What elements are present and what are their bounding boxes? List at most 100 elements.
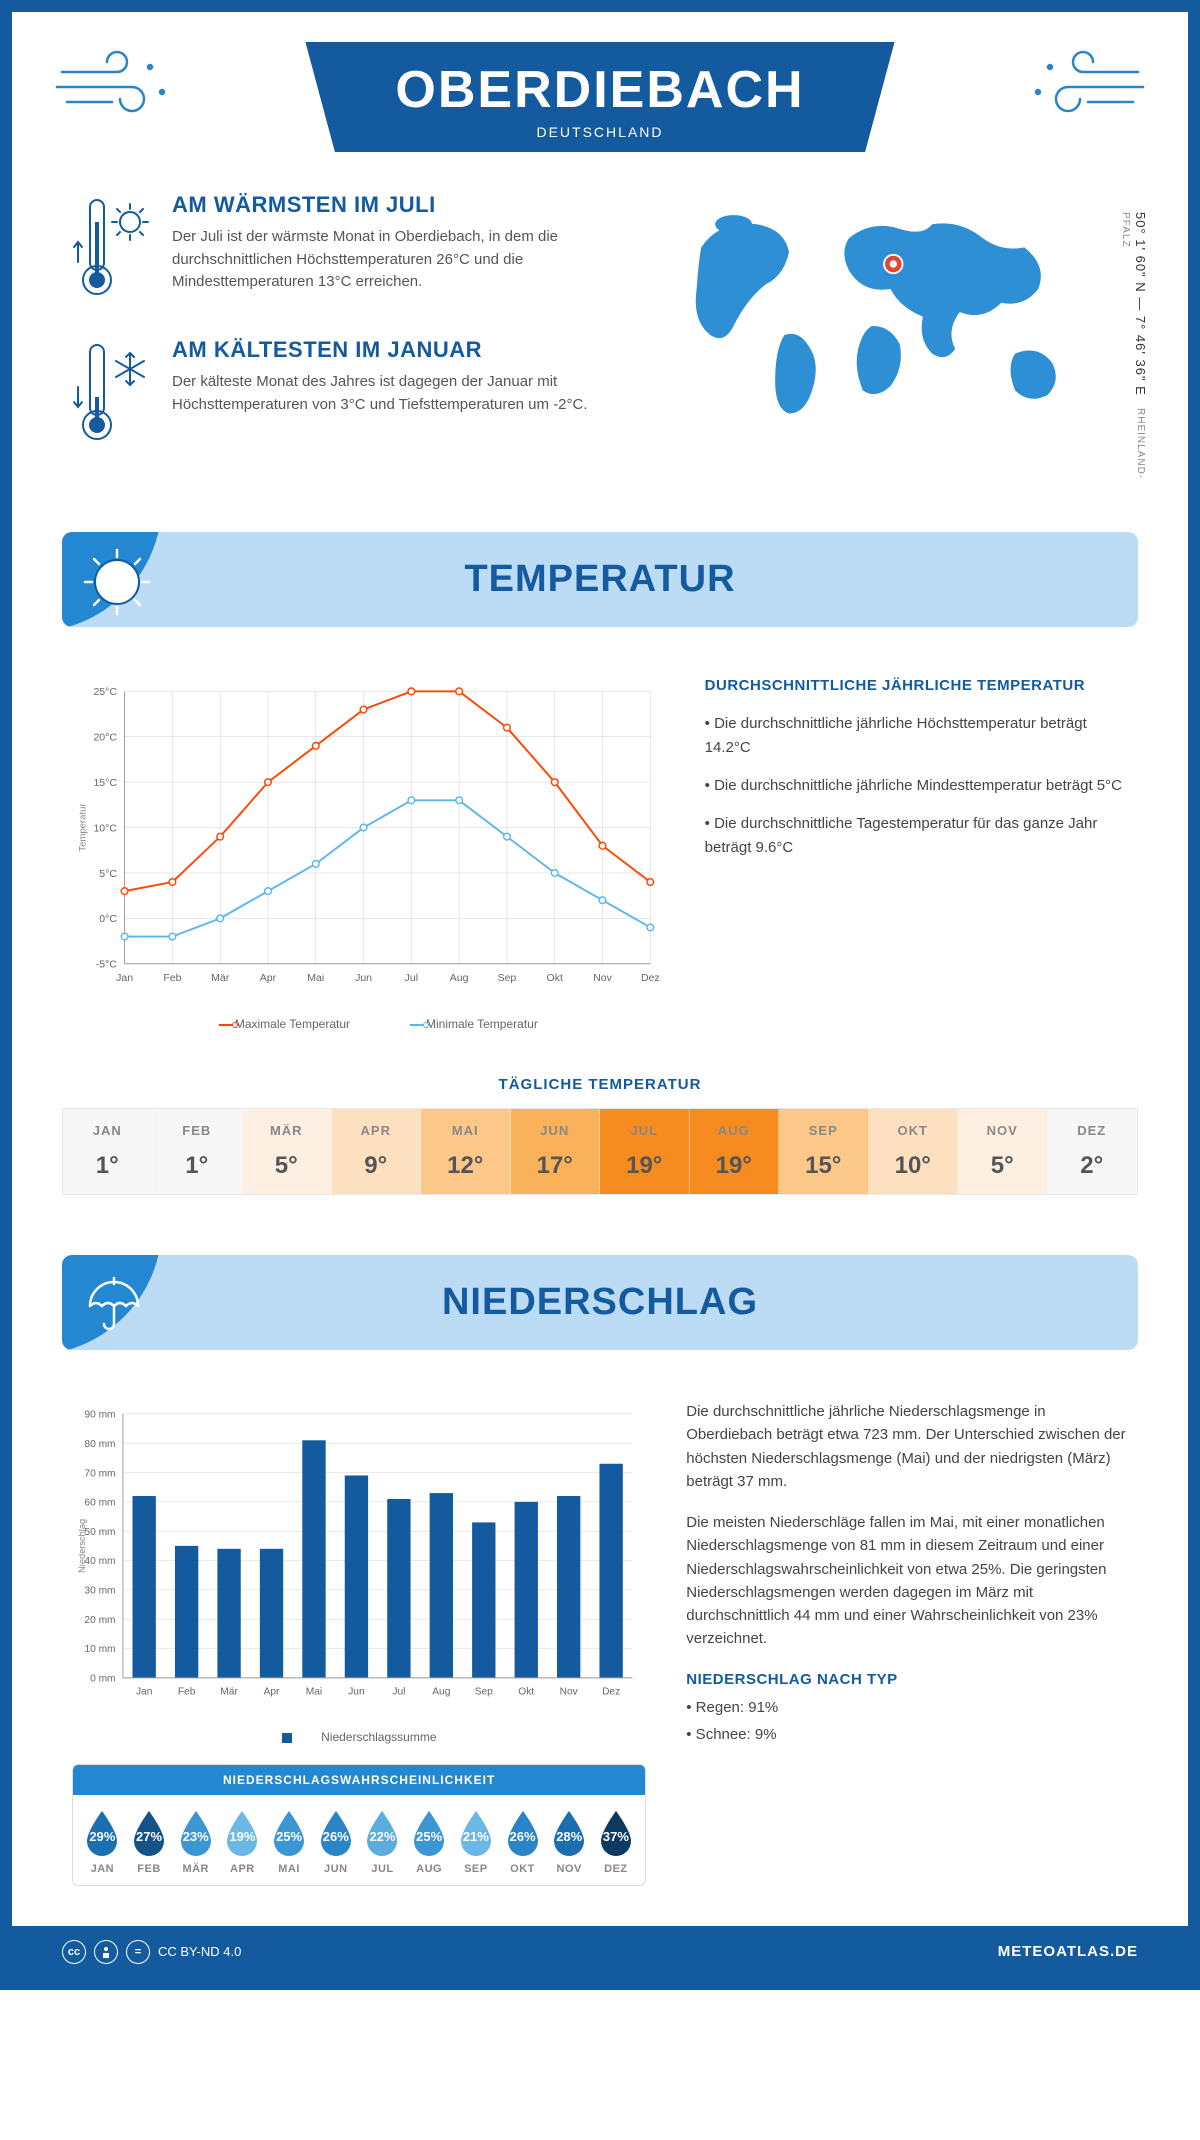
svg-text:Feb: Feb bbox=[163, 972, 181, 984]
infographic-frame: OBERDIEBACH DEUTSCHLAND AM WÄRMSTEN IM J… bbox=[0, 0, 1200, 1990]
probability-cell: 19%APR bbox=[221, 1809, 264, 1875]
daily-temp-cell: NOV5° bbox=[958, 1109, 1048, 1194]
intro-section: AM WÄRMSTEN IM JULI Der Juli ist der wär… bbox=[12, 152, 1188, 512]
svg-text:Jul: Jul bbox=[392, 1687, 405, 1698]
svg-text:Apr: Apr bbox=[260, 972, 277, 984]
svg-text:Dez: Dez bbox=[641, 972, 660, 984]
summary-bullet: • Die durchschnittliche Tagestemperatur … bbox=[705, 812, 1128, 860]
thermometer-hot-icon bbox=[72, 192, 152, 307]
svg-text:80 mm: 80 mm bbox=[84, 1439, 115, 1450]
header: OBERDIEBACH DEUTSCHLAND bbox=[12, 12, 1188, 152]
svg-text:Mai: Mai bbox=[306, 1687, 322, 1698]
svg-text:10 mm: 10 mm bbox=[84, 1644, 115, 1655]
svg-text:50 mm: 50 mm bbox=[84, 1527, 115, 1538]
svg-text:Jan: Jan bbox=[136, 1687, 152, 1698]
daily-temp-cell: JAN1° bbox=[63, 1109, 153, 1194]
svg-text:Jun: Jun bbox=[355, 972, 372, 984]
svg-text:20°C: 20°C bbox=[93, 732, 117, 744]
fact-title: AM WÄRMSTEN IM JULI bbox=[172, 192, 604, 218]
svg-text:Okt: Okt bbox=[518, 1687, 534, 1698]
license: cc = CC BY-ND 4.0 bbox=[62, 1940, 241, 1964]
svg-text:Jul: Jul bbox=[405, 972, 418, 984]
bytype-item: • Regen: 91% bbox=[686, 1696, 1128, 1719]
fact-title: AM KÄLTESTEN IM JANUAR bbox=[172, 337, 604, 363]
svg-text:90 mm: 90 mm bbox=[84, 1410, 115, 1421]
svg-text:Jun: Jun bbox=[348, 1687, 364, 1698]
svg-text:Okt: Okt bbox=[547, 972, 563, 984]
precipitation-bar-chart: 0 mm10 mm20 mm30 mm40 mm50 mm60 mm70 mm8… bbox=[72, 1400, 646, 1715]
svg-text:Jan: Jan bbox=[116, 972, 133, 984]
cc-icon: cc bbox=[62, 1940, 86, 1964]
chart-legend: Maximale Temperatur Minimale Temperatur bbox=[72, 1017, 665, 1031]
coordinates: 50° 1' 60" N — 7° 46' 36" E RHEINLAND-PF… bbox=[1118, 212, 1148, 482]
probability-cell: 21%SEP bbox=[455, 1809, 498, 1875]
daily-temp-grid: JAN1°FEB1°MÄR5°APR9°MAI12°JUN17°JUL19°AU… bbox=[62, 1108, 1138, 1195]
probability-cell: 29%JAN bbox=[81, 1809, 124, 1875]
svg-text:Dez: Dez bbox=[602, 1687, 620, 1698]
daily-temp-cell: OKT10° bbox=[869, 1109, 959, 1194]
thermometer-cold-icon bbox=[72, 337, 152, 452]
world-map-icon bbox=[644, 192, 1128, 432]
probability-cell: 26%OKT bbox=[501, 1809, 544, 1875]
wind-icon bbox=[1018, 47, 1148, 132]
daily-temp-cell: APR9° bbox=[332, 1109, 422, 1194]
svg-text:0 mm: 0 mm bbox=[90, 1674, 115, 1685]
probability-cell: 22%JUL bbox=[361, 1809, 404, 1875]
license-text: CC BY-ND 4.0 bbox=[158, 1944, 241, 1959]
fact-text: Der kälteste Monat des Jahres ist dagege… bbox=[172, 371, 604, 416]
fact-coldest: AM KÄLTESTEN IM JANUAR Der kälteste Mona… bbox=[72, 337, 604, 452]
site-name: METEOATLAS.DE bbox=[998, 1943, 1138, 1960]
svg-text:Nov: Nov bbox=[560, 1687, 579, 1698]
svg-text:20 mm: 20 mm bbox=[84, 1615, 115, 1626]
probability-cell: 25%MAI bbox=[268, 1809, 311, 1875]
svg-text:Feb: Feb bbox=[178, 1687, 196, 1698]
bytype-item: • Schnee: 9% bbox=[686, 1723, 1128, 1746]
probability-cell: 23%MÄR bbox=[174, 1809, 217, 1875]
daily-temp-cell: DEZ2° bbox=[1048, 1109, 1138, 1194]
svg-text:30 mm: 30 mm bbox=[84, 1586, 115, 1597]
country-name: DEUTSCHLAND bbox=[395, 124, 804, 140]
chart-legend: Niederschlagssumme bbox=[72, 1730, 646, 1744]
sun-icon bbox=[82, 547, 152, 622]
probability-cell: 27%FEB bbox=[128, 1809, 171, 1875]
daily-temp-cell: MÄR5° bbox=[242, 1109, 332, 1194]
umbrella-icon bbox=[82, 1270, 147, 1340]
fact-text: Der Juli ist der wärmste Monat in Oberdi… bbox=[172, 226, 604, 294]
probability-cell: 28%NOV bbox=[548, 1809, 591, 1875]
svg-text:Mär: Mär bbox=[220, 1687, 238, 1698]
footer: cc = CC BY-ND 4.0 METEOATLAS.DE bbox=[12, 1926, 1188, 1978]
precip-paragraph: Die meisten Niederschläge fallen im Mai,… bbox=[686, 1511, 1128, 1651]
daily-temp-cell: MAI12° bbox=[421, 1109, 511, 1194]
summary-title: DURCHSCHNITTLICHE JÄHRLICHE TEMPERATUR bbox=[705, 677, 1128, 694]
svg-text:10°C: 10°C bbox=[93, 822, 117, 834]
fact-warmest: AM WÄRMSTEN IM JULI Der Juli ist der wär… bbox=[72, 192, 604, 307]
svg-text:60 mm: 60 mm bbox=[84, 1498, 115, 1509]
probability-cell: 37%DEZ bbox=[595, 1809, 638, 1875]
svg-text:5°C: 5°C bbox=[99, 868, 117, 880]
section-header-temperature: TEMPERATUR bbox=[62, 532, 1138, 627]
probability-cell: 26%JUN bbox=[314, 1809, 357, 1875]
svg-text:Aug: Aug bbox=[450, 972, 469, 984]
daily-temp-cell: JUN17° bbox=[511, 1109, 601, 1194]
probability-cell: 25%AUG bbox=[408, 1809, 451, 1875]
section-title: NIEDERSCHLAG bbox=[442, 1281, 758, 1324]
wind-icon bbox=[52, 47, 182, 132]
svg-text:15°C: 15°C bbox=[93, 777, 117, 789]
precip-paragraph: Die durchschnittliche jährliche Niedersc… bbox=[686, 1400, 1128, 1493]
summary-bullet: • Die durchschnittliche jährliche Höchst… bbox=[705, 712, 1128, 760]
svg-text:Apr: Apr bbox=[264, 1687, 280, 1698]
summary-bullet: • Die durchschnittliche jährliche Mindes… bbox=[705, 774, 1128, 798]
svg-text:25°C: 25°C bbox=[93, 686, 117, 698]
nd-icon: = bbox=[126, 1940, 150, 1964]
svg-text:-5°C: -5°C bbox=[96, 959, 118, 971]
section-title: TEMPERATUR bbox=[464, 558, 735, 601]
precipitation-text: Die durchschnittliche jährliche Niedersc… bbox=[686, 1400, 1128, 1886]
by-icon bbox=[94, 1940, 118, 1964]
svg-text:70 mm: 70 mm bbox=[84, 1468, 115, 1479]
temperature-summary: DURCHSCHNITTLICHE JÄHRLICHE TEMPERATUR •… bbox=[705, 677, 1128, 1031]
svg-text:Mär: Mär bbox=[211, 972, 230, 984]
svg-text:Temperatur: Temperatur bbox=[77, 803, 88, 852]
bytype-title: NIEDERSCHLAG NACH TYP bbox=[686, 1671, 1128, 1688]
svg-text:0°C: 0°C bbox=[99, 913, 117, 925]
daily-temp-cell: SEP15° bbox=[779, 1109, 869, 1194]
